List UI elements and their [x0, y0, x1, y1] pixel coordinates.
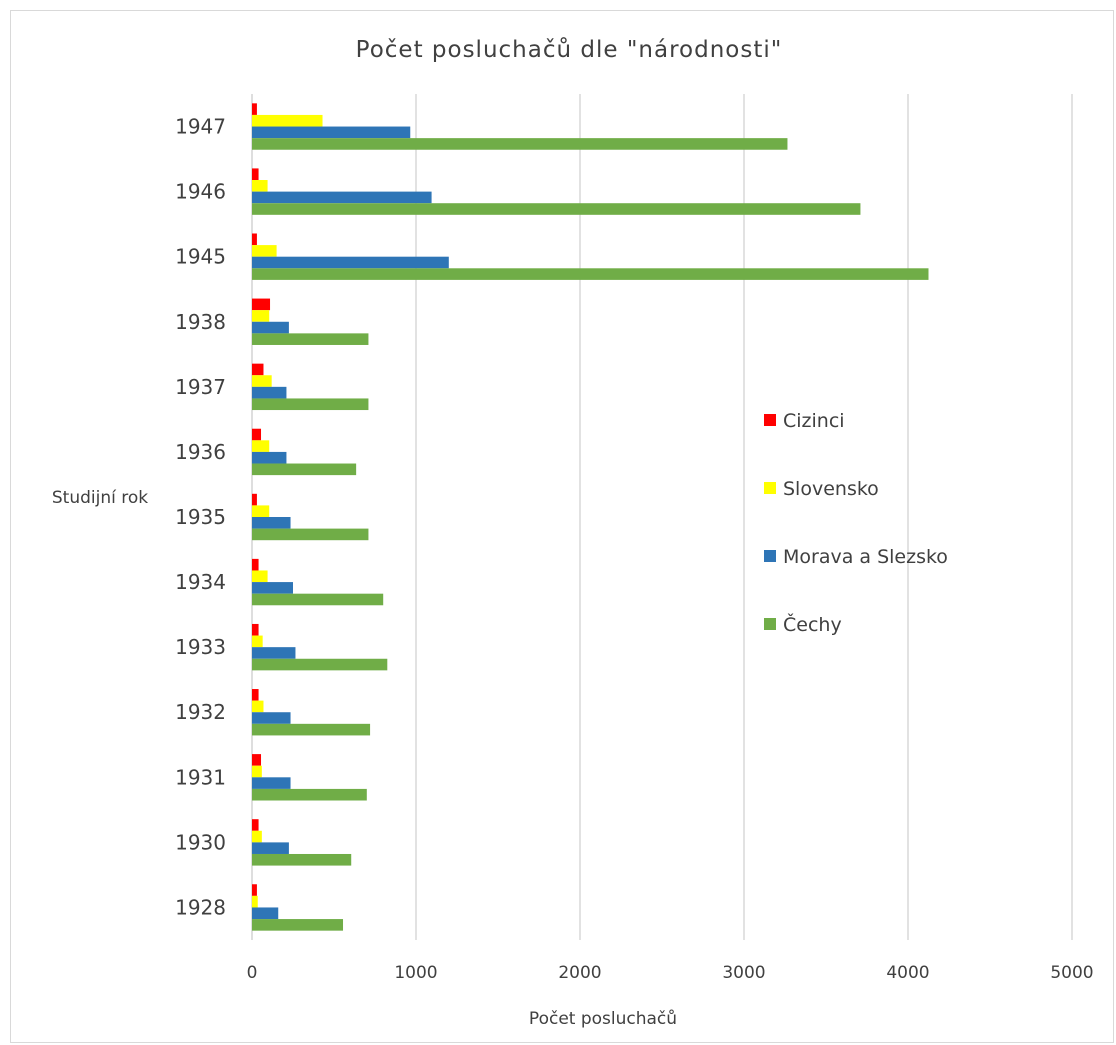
x-tick-labels: 0 1000 2000 3000 4000 5000: [247, 963, 1094, 983]
bar-1930-čechy: [252, 853, 352, 866]
y-axis-title: Studijní rok: [52, 488, 148, 508]
bar-1931-čechy: [252, 788, 367, 801]
y-tick-label: 1935: [175, 505, 226, 529]
legend-label: Morava a Slezsko: [783, 546, 948, 568]
bar-1936-morava-a-slezsko: [252, 451, 287, 464]
bar-1933-morava-a-slezsko: [252, 647, 296, 659]
y-tick-label: 1930: [175, 830, 226, 854]
bar-1930-morava-a-slezsko: [252, 842, 289, 854]
y-tick-label: 1946: [175, 180, 226, 204]
bar-1945-morava-a-slezsko: [252, 256, 449, 269]
gridlines: [251, 94, 1073, 940]
x-tick-label: 0: [247, 963, 258, 983]
legend-swatch: [764, 618, 776, 630]
y-tick-label: 1931: [175, 765, 226, 789]
bar-1937-slovensko: [252, 375, 272, 387]
bar-1928-morava-a-slezsko: [252, 907, 279, 920]
bar-1933-cizinci: [252, 623, 259, 636]
bar-1934-čechy: [252, 593, 384, 606]
legend-swatch: [764, 482, 776, 494]
bar-1938-cizinci: [252, 298, 271, 311]
bar-1932-čechy: [252, 723, 371, 736]
bar-1947-morava-a-slezsko: [252, 126, 411, 139]
y-tick-label: 1938: [175, 310, 226, 334]
legend-label: Slovensko: [783, 478, 879, 500]
y-tick-label: 1947: [175, 115, 226, 139]
bar-1946-čechy: [252, 203, 861, 215]
bar-1937-čechy: [252, 398, 369, 411]
bar-1935-cizinci: [252, 493, 257, 506]
y-tick-label: 1937: [175, 375, 226, 399]
bar-1931-morava-a-slezsko: [252, 777, 291, 789]
bar-1945-slovensko: [252, 245, 277, 257]
y-tick-label: 1945: [175, 245, 226, 269]
bar-1930-slovensko: [252, 830, 262, 843]
bar-1933-slovensko: [252, 635, 263, 648]
bar-1931-cizinci: [252, 754, 262, 766]
x-tick-label: 2000: [558, 963, 601, 983]
bar-1945-čechy: [252, 268, 929, 280]
bar-1932-morava-a-slezsko: [252, 712, 291, 724]
legend: Cizinci Slovensko Morava a Slezsko Čechy: [764, 410, 948, 636]
y-tick-label: 1934: [175, 570, 226, 594]
bar-1935-morava-a-slezsko: [252, 517, 291, 529]
legend-label: Cizinci: [783, 410, 845, 432]
bar-1936-čechy: [252, 463, 357, 476]
x-tick-label: 4000: [886, 963, 929, 983]
bar-1931-slovensko: [252, 765, 262, 778]
chart-area: [10, 10, 1114, 1043]
bar-1947-cizinci: [252, 103, 257, 115]
bar-1946-cizinci: [252, 168, 259, 181]
bar-1936-cizinci: [252, 428, 262, 441]
bar-1936-slovensko: [252, 440, 270, 452]
bar-1935-slovensko: [252, 505, 270, 517]
bar-1934-cizinci: [252, 558, 259, 571]
y-tick-label: 1932: [175, 700, 226, 724]
y-tick-label: 1928: [175, 895, 226, 919]
bar-1937-cizinci: [252, 363, 264, 376]
legend-label: Čechy: [783, 612, 842, 636]
x-tick-label: 3000: [722, 963, 765, 983]
bar-1932-cizinci: [252, 689, 259, 701]
bar-1946-slovensko: [252, 180, 268, 192]
bar-1934-morava-a-slezsko: [252, 582, 293, 594]
bar-1946-morava-a-slezsko: [252, 191, 432, 204]
bar-1930-cizinci: [252, 819, 259, 831]
bar-1938-čechy: [252, 333, 369, 345]
x-tick-label: 1000: [394, 963, 437, 983]
bar-1938-morava-a-slezsko: [252, 321, 289, 334]
bar-1947-čechy: [252, 138, 788, 150]
legend-swatch: [764, 550, 776, 562]
x-axis-title: Počet posluchačů: [529, 1009, 677, 1029]
bar-1935-čechy: [252, 528, 369, 541]
bar-1947-slovensko: [252, 114, 323, 127]
bar-1928-slovensko: [252, 895, 258, 908]
x-tick-label: 5000: [1050, 963, 1093, 983]
y-tick-labels: 1947 1946 1945 1938 1937 1936 1935 1934 1933 1932…: [175, 115, 226, 920]
y-tick-label: 1933: [175, 635, 226, 659]
chart-title: Počet posluchačů dle "národnosti": [356, 36, 783, 63]
bar-1937-morava-a-slezsko: [252, 386, 287, 399]
bar-1928-čechy: [252, 919, 344, 931]
bar-1928-cizinci: [252, 884, 257, 896]
y-tick-label: 1936: [175, 440, 226, 464]
bar-1933-čechy: [252, 658, 388, 671]
bar-1945-cizinci: [252, 233, 257, 246]
bars: [252, 103, 929, 931]
legend-swatch: [764, 414, 776, 426]
bar-1932-slovensko: [252, 700, 264, 713]
bar-1934-slovensko: [252, 570, 268, 583]
bar-1938-slovensko: [252, 310, 270, 322]
